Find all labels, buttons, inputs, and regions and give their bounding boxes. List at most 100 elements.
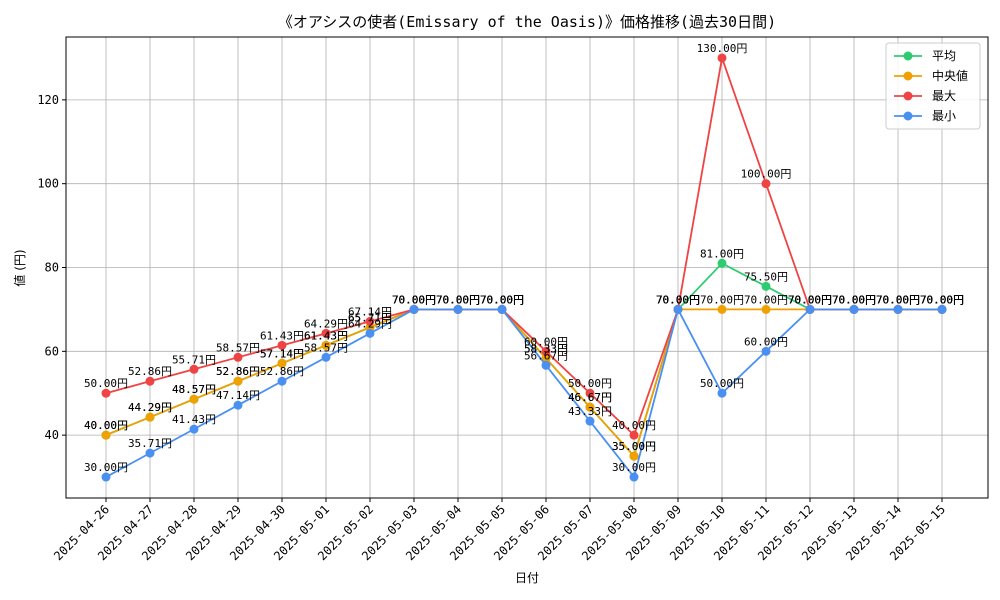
data-label: 70.00円 bbox=[436, 293, 480, 306]
y-axis-label: 値 (円) bbox=[12, 249, 27, 286]
data-point bbox=[409, 304, 419, 314]
series-1 bbox=[101, 304, 947, 461]
data-label: 55.71円 bbox=[172, 353, 216, 366]
data-label: 70.00円 bbox=[876, 293, 920, 306]
data-point bbox=[101, 388, 111, 398]
data-point bbox=[717, 53, 727, 63]
data-label: 61.43円 bbox=[260, 329, 304, 342]
data-label: 50.00円 bbox=[568, 377, 612, 390]
y-tick-label: 40 bbox=[45, 428, 59, 442]
series-3 bbox=[101, 304, 947, 482]
data-label: 46.67円 bbox=[568, 391, 612, 404]
legend-box bbox=[885, 42, 981, 130]
data-label: 70.00円 bbox=[480, 293, 524, 306]
data-label: 60.00円 bbox=[744, 335, 788, 348]
legend-label: 中央値 bbox=[932, 68, 968, 83]
data-label: 47.14円 bbox=[216, 389, 260, 402]
data-label: 70.00円 bbox=[788, 293, 832, 306]
data-label: 70.00円 bbox=[920, 293, 964, 306]
data-point bbox=[541, 360, 551, 370]
data-point bbox=[189, 364, 199, 374]
data-point bbox=[717, 258, 727, 268]
legend-swatch-marker bbox=[903, 91, 913, 101]
data-label: 61.43円 bbox=[304, 329, 348, 342]
data-label: 70.00円 bbox=[436, 293, 480, 306]
data-label: 70.00円 bbox=[656, 293, 700, 306]
data-label: 70.00円 bbox=[876, 293, 920, 306]
data-point bbox=[321, 340, 331, 350]
data-label: 70.00円 bbox=[832, 293, 876, 306]
legend-swatch-marker bbox=[903, 71, 913, 81]
data-point bbox=[585, 416, 595, 426]
data-label: 70.00円 bbox=[436, 293, 480, 306]
data-label: 41.43円 bbox=[172, 413, 216, 426]
data-label: 130.00円 bbox=[697, 42, 748, 55]
data-point bbox=[277, 376, 287, 386]
series-layer bbox=[101, 53, 947, 482]
data-point bbox=[849, 304, 859, 314]
data-point bbox=[101, 472, 111, 482]
legend-item: 平均 bbox=[894, 49, 956, 63]
data-label: 75.50円 bbox=[744, 270, 788, 283]
series-line bbox=[105, 308, 942, 458]
data-point bbox=[629, 472, 639, 482]
data-label: 70.00円 bbox=[788, 293, 832, 306]
data-label: 70.00円 bbox=[480, 293, 524, 306]
data-label: 52.86円 bbox=[260, 365, 304, 378]
data-point bbox=[189, 394, 199, 404]
data-point bbox=[365, 328, 375, 338]
data-label: 44.29円 bbox=[128, 401, 172, 414]
data-label: 30.00円 bbox=[84, 461, 128, 474]
data-label: 65.71円 bbox=[348, 311, 392, 324]
data-label: 70.00円 bbox=[656, 293, 700, 306]
data-label: 44.29円 bbox=[128, 401, 172, 414]
data-point bbox=[717, 304, 727, 314]
data-label: 70.00円 bbox=[392, 293, 436, 306]
data-point bbox=[629, 451, 639, 461]
data-label: 70.00円 bbox=[656, 293, 700, 306]
data-label: 70.00円 bbox=[480, 293, 524, 306]
data-point bbox=[321, 328, 331, 338]
data-point bbox=[629, 430, 639, 440]
y-tick-label: 80 bbox=[45, 261, 59, 275]
data-label: 58.57円 bbox=[216, 341, 260, 354]
data-labels-layer: 40.00円44.29円48.57円52.86円57.14円61.43円65.7… bbox=[84, 42, 964, 474]
data-label: 60.00円 bbox=[524, 335, 568, 348]
series-2 bbox=[101, 53, 947, 440]
data-label: 70.00円 bbox=[392, 293, 436, 306]
data-label: 70.00円 bbox=[876, 293, 920, 306]
data-label: 70.00円 bbox=[920, 293, 964, 306]
data-point bbox=[585, 388, 595, 398]
data-point bbox=[277, 340, 287, 350]
data-point bbox=[717, 388, 727, 398]
data-point bbox=[761, 179, 771, 189]
series-line bbox=[105, 54, 942, 437]
data-label: 52.86円 bbox=[216, 365, 260, 378]
data-point bbox=[497, 304, 507, 314]
data-label: 70.00円 bbox=[656, 293, 700, 306]
legend-swatch-marker bbox=[903, 51, 913, 61]
legend-swatch-marker bbox=[903, 111, 913, 121]
data-point bbox=[145, 412, 155, 422]
data-label: 48.57円 bbox=[172, 383, 216, 396]
data-label: 70.00円 bbox=[436, 293, 480, 306]
legend-label: 最大 bbox=[932, 89, 956, 103]
data-point bbox=[101, 430, 111, 440]
data-label: 70.00円 bbox=[920, 293, 964, 306]
chart-title: 《オアシスの使者(Emissary of the Oasis)》価格推移(過去3… bbox=[278, 13, 776, 31]
y-axis-ticks: 40 60 80 100 120 bbox=[37, 93, 66, 442]
data-label: 35.00円 bbox=[612, 440, 656, 453]
data-label: 65.71円 bbox=[348, 311, 392, 324]
data-label: 64.29円 bbox=[348, 317, 392, 330]
y-tick-label: 120 bbox=[37, 93, 59, 107]
data-label: 70.00円 bbox=[744, 293, 788, 306]
data-point bbox=[233, 352, 243, 362]
data-label: 67.14円 bbox=[348, 305, 392, 318]
data-label: 52.86円 bbox=[216, 365, 260, 378]
data-point bbox=[189, 424, 199, 434]
data-label: 48.57円 bbox=[172, 383, 216, 396]
data-point bbox=[541, 346, 551, 356]
data-point bbox=[233, 376, 243, 386]
grid-lines bbox=[66, 37, 988, 498]
